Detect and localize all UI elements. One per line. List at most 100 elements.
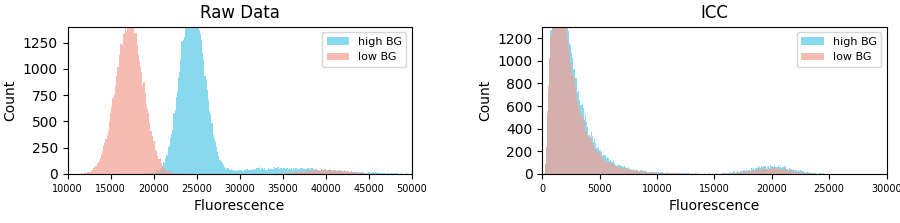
Bar <box>353 172 354 174</box>
Bar <box>577 102 578 174</box>
Bar <box>237 171 238 174</box>
Bar <box>289 173 290 174</box>
Bar <box>799 173 800 174</box>
Bar <box>284 168 285 174</box>
Bar <box>325 170 327 174</box>
Bar <box>803 173 804 174</box>
Y-axis label: Count: Count <box>478 80 492 121</box>
Bar <box>572 58 573 174</box>
Bar <box>545 147 547 174</box>
Bar <box>569 55 570 174</box>
Bar <box>621 165 622 174</box>
Bar <box>354 173 356 174</box>
Bar <box>200 34 201 174</box>
Bar <box>784 169 785 174</box>
Bar <box>696 173 697 174</box>
Bar <box>223 165 224 174</box>
Bar <box>787 169 788 174</box>
Bar <box>215 142 216 174</box>
Bar <box>652 172 654 174</box>
Bar <box>751 171 752 174</box>
Bar <box>167 147 169 174</box>
Bar <box>351 171 352 174</box>
Bar <box>369 172 370 174</box>
Bar <box>782 167 783 174</box>
Bar <box>647 172 648 174</box>
Bar <box>754 170 755 174</box>
Bar <box>567 20 568 174</box>
Bar <box>384 173 385 174</box>
Bar <box>315 169 316 174</box>
Bar <box>681 173 683 174</box>
Bar <box>588 136 589 174</box>
Bar <box>372 173 373 174</box>
Bar <box>768 169 769 174</box>
Bar <box>287 168 289 174</box>
Bar <box>170 138 171 174</box>
Bar <box>586 132 588 174</box>
Bar <box>737 173 738 174</box>
Bar <box>284 173 285 174</box>
Bar <box>790 169 791 174</box>
Bar <box>595 143 597 174</box>
Bar <box>574 87 576 174</box>
Bar <box>360 172 361 174</box>
Bar <box>320 169 322 174</box>
Bar <box>630 170 631 174</box>
Bar <box>704 173 705 174</box>
Bar <box>208 99 209 174</box>
Bar <box>715 173 716 174</box>
Bar <box>166 171 167 174</box>
Bar <box>395 173 397 174</box>
Bar <box>606 158 607 174</box>
Bar <box>610 161 611 174</box>
Bar <box>240 170 241 174</box>
Bar <box>338 171 339 174</box>
Bar <box>723 173 724 174</box>
Bar <box>576 78 577 174</box>
Bar <box>332 171 333 174</box>
Bar <box>320 170 322 174</box>
Bar <box>258 167 260 174</box>
Bar <box>560 0 561 174</box>
Bar <box>346 172 347 174</box>
Bar <box>650 173 651 174</box>
Bar <box>638 171 639 174</box>
Bar <box>792 170 793 174</box>
Bar <box>580 105 581 174</box>
Bar <box>345 172 346 174</box>
Bar <box>738 172 739 174</box>
Bar <box>761 170 762 174</box>
Bar <box>285 173 286 174</box>
Bar <box>337 171 338 174</box>
Bar <box>283 168 284 174</box>
Bar <box>561 0 562 174</box>
Bar <box>257 168 258 174</box>
Bar <box>778 169 779 174</box>
Bar <box>556 0 557 174</box>
Bar <box>306 171 307 174</box>
Bar <box>650 172 651 174</box>
Bar <box>803 171 804 174</box>
Bar <box>774 167 775 174</box>
Bar <box>343 171 344 174</box>
Bar <box>598 152 600 174</box>
Bar <box>226 169 228 174</box>
Bar <box>212 135 213 174</box>
Bar <box>303 172 304 174</box>
Bar <box>324 169 325 174</box>
Bar <box>547 112 548 174</box>
Bar <box>585 130 586 174</box>
Bar <box>578 107 580 174</box>
Bar <box>586 122 588 174</box>
Bar <box>759 168 760 174</box>
Bar <box>279 169 281 174</box>
Bar <box>150 173 151 174</box>
Bar <box>552 12 553 174</box>
Bar <box>377 173 378 174</box>
Bar <box>100 158 101 174</box>
Bar <box>323 170 324 174</box>
Bar <box>146 105 147 174</box>
Bar <box>567 39 568 174</box>
Bar <box>814 173 815 174</box>
